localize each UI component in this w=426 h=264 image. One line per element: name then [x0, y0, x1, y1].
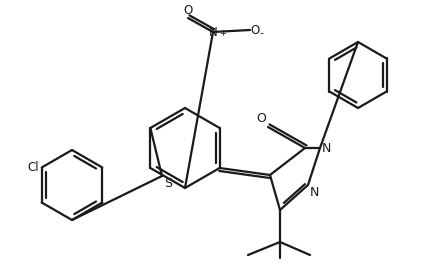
Text: +: + — [219, 29, 226, 38]
Text: -: - — [259, 28, 263, 38]
Text: O: O — [183, 4, 193, 17]
Text: N: N — [310, 186, 320, 199]
Text: O: O — [256, 112, 266, 125]
Text: N: N — [209, 26, 217, 39]
Text: Cl: Cl — [27, 161, 39, 174]
Text: S: S — [164, 177, 172, 190]
Text: N: N — [322, 142, 331, 154]
Text: O: O — [250, 23, 259, 36]
